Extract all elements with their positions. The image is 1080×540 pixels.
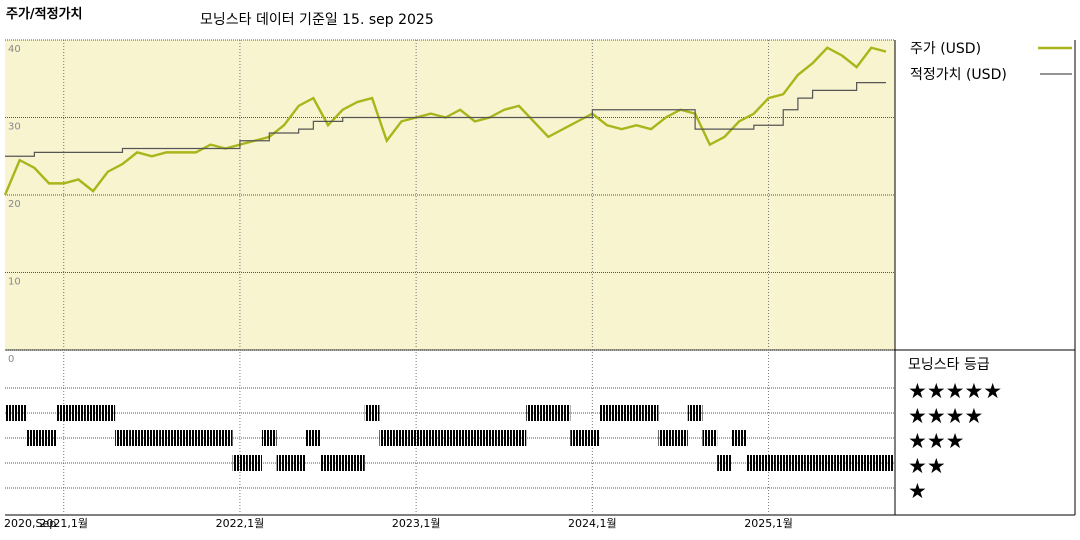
rating-bar bbox=[350, 455, 365, 471]
y-tick-label: 0 bbox=[8, 354, 14, 365]
rating-bar bbox=[12, 405, 28, 421]
x-tick-label: 2024,1월 bbox=[568, 517, 617, 530]
rating-bar bbox=[144, 430, 160, 446]
rating-bar bbox=[629, 405, 644, 421]
rating-bar bbox=[790, 455, 806, 471]
rating-bar bbox=[291, 455, 307, 471]
rating-bar bbox=[496, 430, 512, 446]
x-tick-label: 2020,Sep bbox=[4, 517, 56, 530]
rating-bar bbox=[247, 455, 262, 471]
rating-bar bbox=[379, 430, 395, 446]
rating-bar bbox=[261, 430, 277, 446]
rating-bar bbox=[41, 430, 57, 446]
series-line bbox=[5, 82, 886, 157]
rating-bar bbox=[863, 455, 879, 471]
rating-bar bbox=[217, 430, 233, 446]
rating-bar bbox=[731, 430, 747, 446]
rating-bar bbox=[555, 405, 571, 421]
rating-bar bbox=[643, 405, 659, 421]
rating-bar bbox=[570, 430, 585, 446]
rating-bar bbox=[746, 455, 762, 471]
rating-bar bbox=[849, 455, 864, 471]
y-tick-label: 30 bbox=[8, 122, 21, 133]
rating-bar bbox=[819, 455, 835, 471]
x-tick-label: 2025,1월 bbox=[744, 517, 793, 530]
rating-bar bbox=[805, 455, 820, 471]
rating-bar bbox=[775, 455, 791, 471]
chart-title: 주가/적정가치 bbox=[6, 6, 83, 22]
rating-bar bbox=[85, 405, 101, 421]
rating-bar bbox=[540, 405, 556, 421]
legend-label: 적정가치 (USD) bbox=[910, 67, 1007, 83]
rating-bar bbox=[526, 405, 541, 421]
rating-bar bbox=[687, 405, 703, 421]
legend-label: 주가 (USD) bbox=[910, 41, 981, 57]
y-tick-label: 40 bbox=[8, 44, 21, 55]
rating-bar bbox=[159, 430, 174, 446]
chart-subtitle: 모닝스타 데이터 기준일 15. sep 2025 bbox=[200, 12, 434, 28]
rating-bar bbox=[306, 430, 321, 446]
rating-bar bbox=[276, 455, 292, 471]
x-tick-label: 2022,1월 bbox=[216, 517, 265, 530]
rating-bar bbox=[482, 430, 497, 446]
x-tick-label: 2023,1월 bbox=[392, 517, 441, 530]
rating-bar bbox=[232, 455, 248, 471]
x-tick-label: 2021,1월 bbox=[39, 517, 88, 530]
y-tick-label: 10 bbox=[8, 277, 21, 288]
rating-bar bbox=[584, 430, 600, 446]
rating-bar bbox=[5, 405, 13, 421]
rating-label: ★★ bbox=[908, 454, 946, 478]
rating-label: ★★★★ bbox=[908, 404, 983, 428]
rating-bar bbox=[71, 405, 86, 421]
rating-label: ★★★ bbox=[908, 429, 964, 453]
rating-bar bbox=[188, 430, 204, 446]
rating-bar bbox=[129, 430, 145, 446]
rating-bar bbox=[394, 430, 409, 446]
rating-bar bbox=[335, 455, 351, 471]
rating-label: ★★★★★ bbox=[908, 379, 1002, 403]
rating-bar bbox=[173, 430, 189, 446]
rating-bar bbox=[423, 430, 439, 446]
rating-bar bbox=[408, 430, 424, 446]
rating-title: 모닝스타 등급 bbox=[908, 357, 990, 373]
rating-bar bbox=[467, 430, 483, 446]
rating-bar bbox=[878, 455, 894, 471]
rating-bar bbox=[658, 430, 674, 446]
rating-bar bbox=[115, 430, 130, 446]
rating-bar bbox=[702, 430, 718, 446]
rating-bar bbox=[599, 405, 615, 421]
rating-label: ★ bbox=[908, 479, 927, 503]
rating-bar bbox=[673, 430, 688, 446]
y-tick-label: 20 bbox=[8, 199, 21, 210]
rating-bar bbox=[614, 405, 630, 421]
rating-bar bbox=[452, 430, 468, 446]
rating-bar bbox=[511, 430, 527, 446]
rating-bar bbox=[834, 455, 850, 471]
rating-bar bbox=[717, 455, 732, 471]
rating-bar bbox=[203, 430, 218, 446]
rating-bar bbox=[438, 430, 453, 446]
rating-bar bbox=[100, 405, 116, 421]
rating-bar bbox=[56, 405, 72, 421]
rating-bar bbox=[364, 405, 380, 421]
rating-bar bbox=[320, 455, 336, 471]
rating-bar bbox=[761, 455, 776, 471]
rating-bar bbox=[27, 430, 42, 446]
